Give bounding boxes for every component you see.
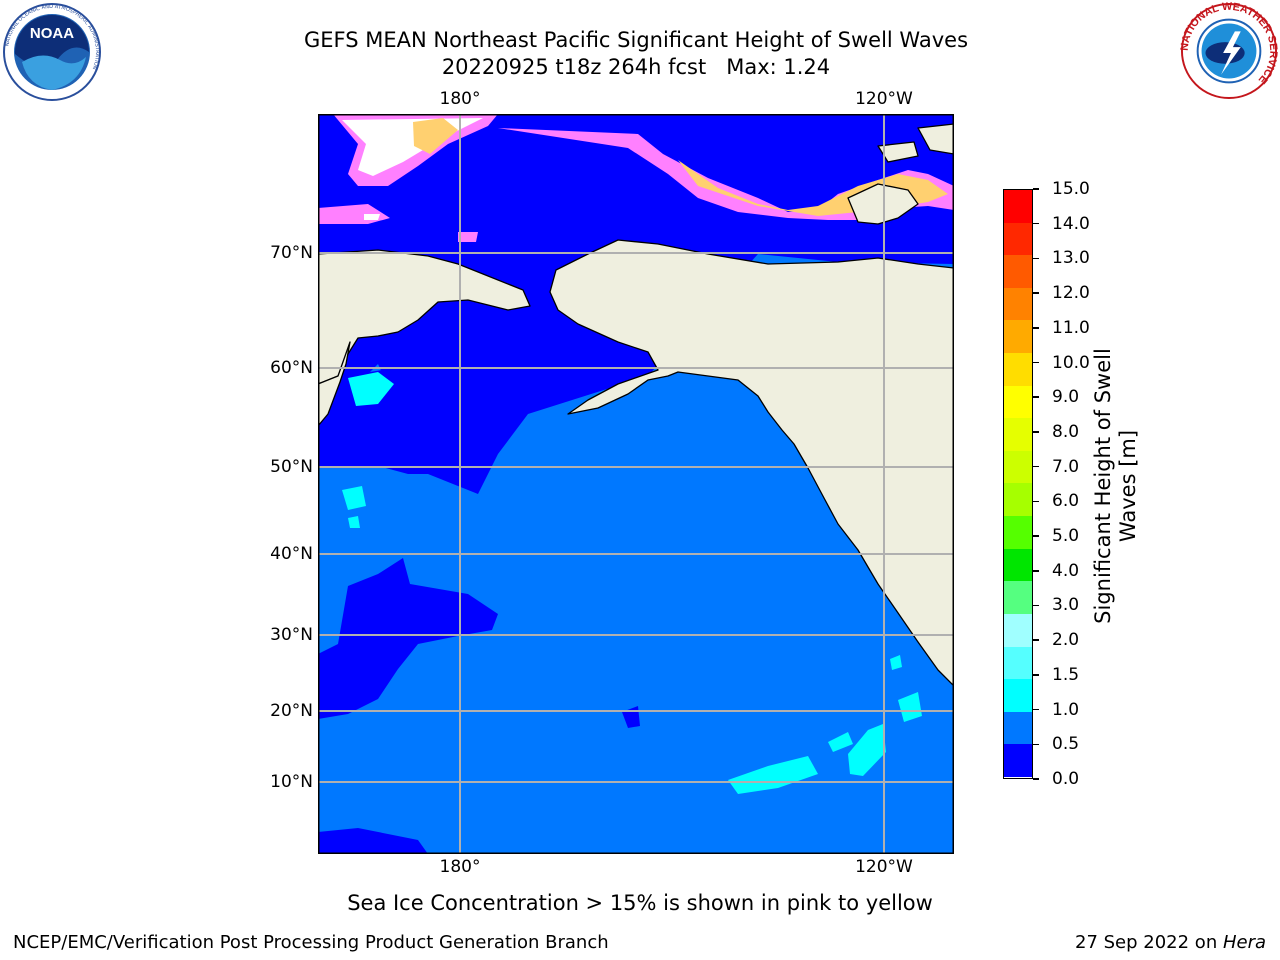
colorbar-tick-label: 11.0 bbox=[1052, 317, 1090, 338]
colorbar-tick-mark bbox=[1033, 535, 1039, 537]
colorbar-segment bbox=[1004, 581, 1032, 614]
colorbar-tick-mark bbox=[1033, 743, 1039, 746]
lat-label-20n: 20°N bbox=[270, 701, 313, 721]
swell-1.0-1.5-region bbox=[342, 372, 922, 794]
colorbar-tick-mark bbox=[1033, 361, 1039, 364]
colorbar-tick-label: 12.0 bbox=[1052, 283, 1090, 304]
colorbar-segment bbox=[1004, 483, 1032, 517]
colorbar-tick-label: 6.0 bbox=[1052, 491, 1080, 512]
colorbar-segment bbox=[1004, 320, 1032, 354]
footer-date-text: 27 Sep 2022 on bbox=[1075, 932, 1223, 953]
colorbar-tick-mark bbox=[1033, 257, 1039, 260]
graticule bbox=[318, 114, 954, 854]
colorbar-tick-mark bbox=[1033, 188, 1039, 190]
colorbar-tick-label: 4.0 bbox=[1052, 560, 1080, 581]
footer-host: Hera bbox=[1222, 932, 1266, 953]
lon-label-top-120w: 120°W bbox=[855, 89, 913, 109]
colorbar-tick-mark bbox=[1033, 327, 1039, 329]
colorbar-tick-label: 5.0 bbox=[1052, 526, 1080, 547]
colorbar-tick-mark bbox=[1033, 604, 1039, 607]
colorbar-tick-label: 0.0 bbox=[1052, 769, 1080, 789]
colorbar-tick-label: 13.0 bbox=[1052, 248, 1090, 269]
colorbar-segment bbox=[1004, 418, 1032, 451]
noaa-logo: NOAA NATIONAL OCEANIC AND ATMOSPHERIC AD… bbox=[3, 3, 101, 101]
colorbar-segment bbox=[1004, 222, 1032, 256]
colorbar-tick-mark bbox=[1033, 570, 1039, 572]
colorbar-segment bbox=[1004, 450, 1032, 484]
colorbar-tick-mark bbox=[1033, 396, 1039, 398]
lat-label-70n: 70°N bbox=[270, 243, 313, 263]
colorbar-segment bbox=[1004, 679, 1032, 712]
map-subtitle: 20220925 t18z 264h fcst Max: 1.24 bbox=[441, 55, 831, 79]
colorbar-tick-mark bbox=[1033, 639, 1039, 641]
colorbar-segment bbox=[1004, 613, 1032, 647]
colorbar-segment bbox=[1004, 287, 1032, 321]
colorbar-tick-mark bbox=[1033, 222, 1039, 225]
lat-label-10n: 10°N bbox=[270, 772, 313, 792]
sea-ice-caption: Sea Ice Concentration > 15% is shown in … bbox=[347, 891, 933, 915]
colorbar-tick-label: 7.0 bbox=[1052, 456, 1080, 477]
colorbar-tick-label: 1.0 bbox=[1052, 699, 1080, 720]
colorbar bbox=[1003, 189, 1033, 779]
colorbar-segment bbox=[1004, 646, 1032, 680]
colorbar-tick-label: 1.5 bbox=[1052, 664, 1080, 685]
footer-branch: NCEP/EMC/Verification Post Processing Pr… bbox=[13, 932, 609, 953]
lon-label-bottom-180: 180° bbox=[439, 857, 481, 877]
colorbar-tick-label: 15.0 bbox=[1052, 179, 1090, 199]
colorbar-tick-label: 2.0 bbox=[1052, 630, 1080, 651]
lat-label-30n: 30°N bbox=[270, 625, 313, 645]
colorbar-segment bbox=[1004, 353, 1032, 386]
colorbar-segment bbox=[1004, 190, 1032, 223]
map-frame bbox=[318, 114, 954, 854]
colorbar-tick-mark bbox=[1033, 500, 1039, 503]
footer-date: 27 Sep 2022 on Hera bbox=[1075, 932, 1266, 954]
colorbar-segment bbox=[1004, 255, 1032, 288]
colorbar-tick-mark bbox=[1033, 708, 1039, 711]
colorbar-tick-label: 14.0 bbox=[1052, 213, 1090, 234]
lat-label-50n: 50°N bbox=[270, 457, 313, 477]
lat-label-40n: 40°N bbox=[270, 544, 313, 564]
colorbar-segment bbox=[1004, 711, 1032, 745]
colorbar-tick-mark bbox=[1033, 431, 1039, 433]
colorbar-segment bbox=[1004, 744, 1032, 777]
colorbar-tick-label: 9.0 bbox=[1052, 387, 1080, 408]
colorbar-segment bbox=[1004, 385, 1032, 419]
colorbar-tick-label: 8.0 bbox=[1052, 421, 1080, 442]
lon-label-bottom-120w: 120°W bbox=[855, 857, 913, 877]
colorbar-segment bbox=[1004, 548, 1032, 582]
colorbar-tick-mark bbox=[1033, 465, 1039, 468]
land-masses bbox=[318, 123, 954, 687]
lat-label-60n: 60°N bbox=[270, 358, 313, 378]
colorbar-tick-mark bbox=[1033, 292, 1039, 294]
colorbar-tick-label: 0.5 bbox=[1052, 734, 1080, 755]
colorbar-label: Significant Height of Swell Waves [m] bbox=[1091, 348, 1140, 624]
swell-height-map bbox=[318, 114, 954, 854]
lon-label-top-180: 180° bbox=[439, 89, 481, 109]
map-title: GEFS MEAN Northeast Pacific Significant … bbox=[303, 28, 969, 52]
noaa-logo-text: NOAA bbox=[30, 25, 74, 42]
colorbar-tick-mark bbox=[1033, 674, 1039, 676]
colorbar-segment bbox=[1004, 516, 1032, 549]
nws-logo: NATIONAL WEATHER SERVICE bbox=[1180, 2, 1278, 100]
colorbar-tick-mark bbox=[1033, 778, 1039, 780]
colorbar-tick-label: 3.0 bbox=[1052, 595, 1080, 616]
colorbar-tick-label: 10.0 bbox=[1052, 352, 1090, 373]
